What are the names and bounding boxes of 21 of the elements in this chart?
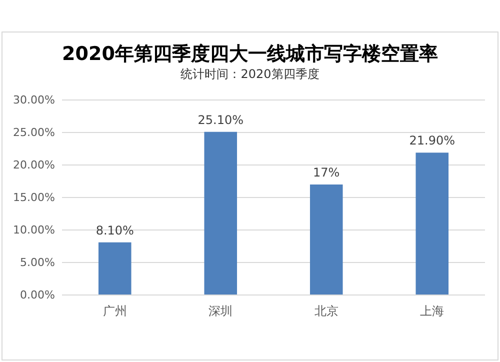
y-tick-label: 20.00% bbox=[13, 158, 55, 172]
chart-title: 2020年第四季度四大一线城市写字楼空置率 bbox=[62, 43, 438, 65]
y-tick-label: 5.00% bbox=[20, 256, 55, 269]
data-label: 25.10% bbox=[198, 112, 244, 127]
y-tick-label: 25.00% bbox=[13, 126, 55, 139]
data-label: 8.10% bbox=[96, 223, 134, 238]
x-tick-label: 深圳 bbox=[208, 304, 233, 318]
x-tick-label: 上海 bbox=[420, 304, 444, 318]
bar bbox=[310, 184, 343, 295]
chart-subtitle: 统计时间：2020第四季度 bbox=[180, 67, 320, 81]
data-label: 21.90% bbox=[409, 134, 456, 148]
bar bbox=[98, 242, 132, 295]
data-label: 17% bbox=[313, 166, 340, 180]
y-tick-label: 15.00% bbox=[13, 191, 55, 204]
bar bbox=[204, 132, 238, 295]
bar bbox=[416, 152, 449, 295]
x-tick-label: 北京 bbox=[314, 304, 338, 318]
x-tick-label: 广州 bbox=[102, 304, 127, 318]
y-tick-label: 10.00% bbox=[13, 224, 55, 236]
y-tick-label: 30.00% bbox=[13, 94, 55, 106]
y-tick-label: 0.00% bbox=[20, 288, 55, 302]
